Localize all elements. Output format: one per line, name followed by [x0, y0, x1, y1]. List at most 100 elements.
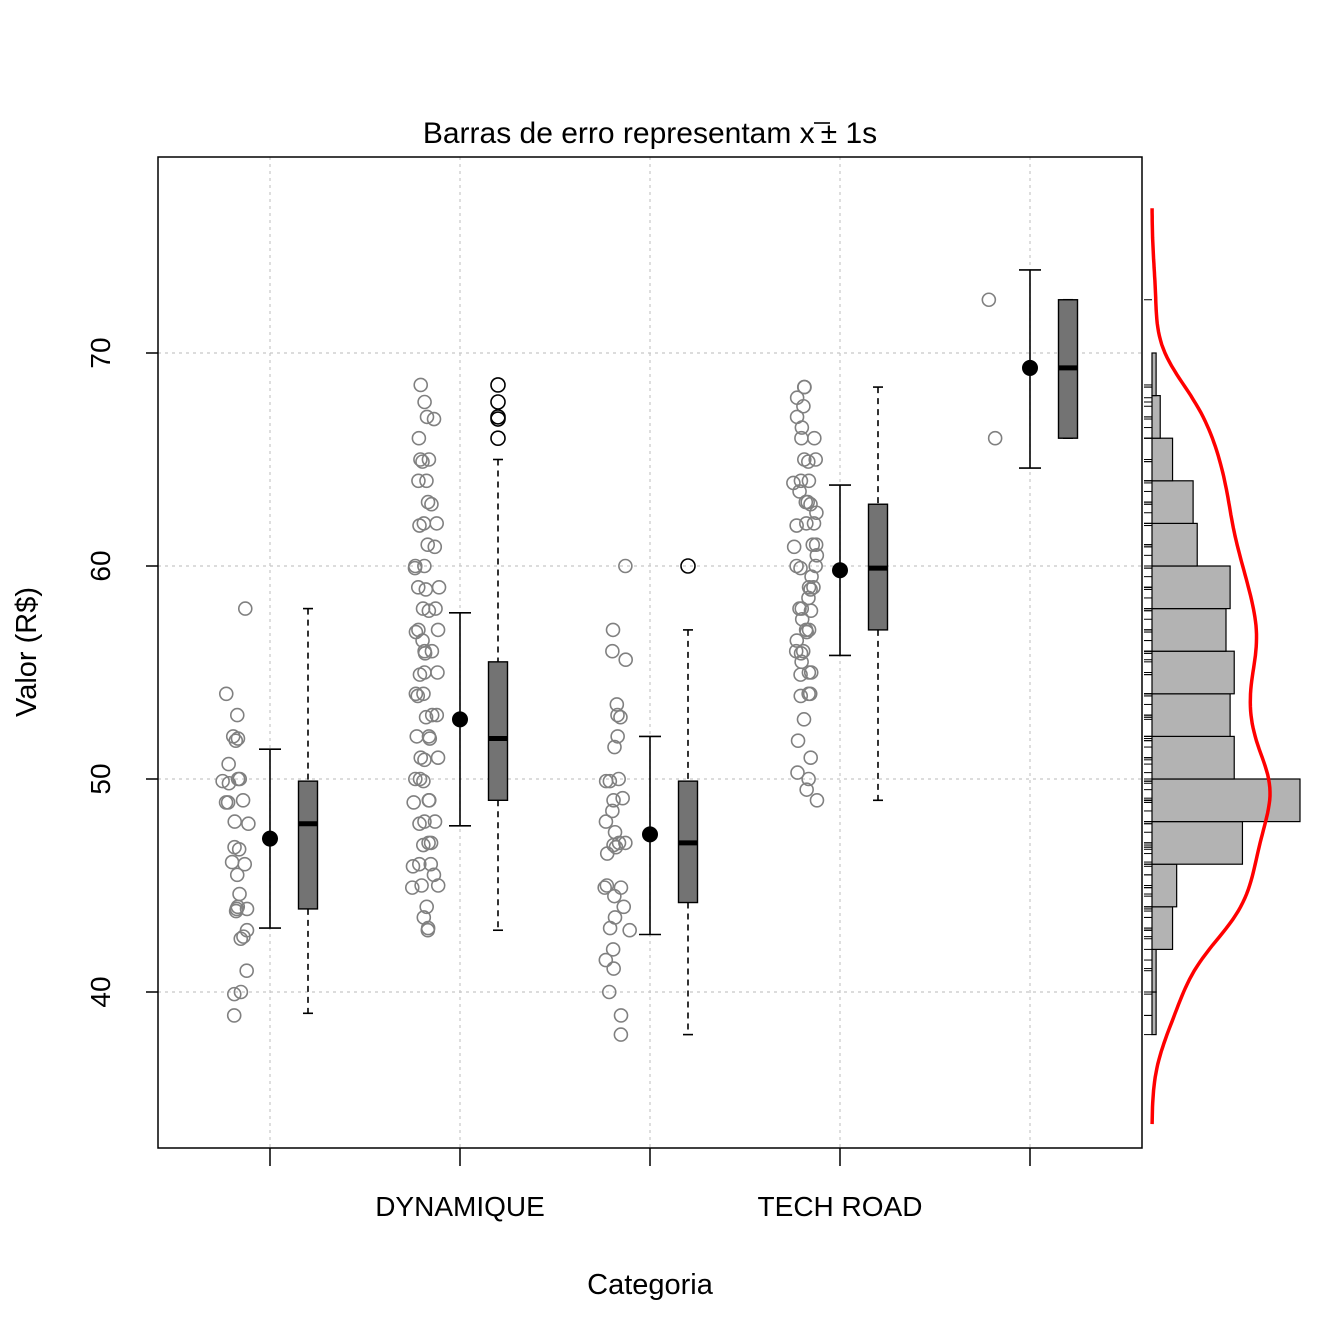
data-point — [421, 603, 437, 619]
category-group — [786, 379, 889, 808]
data-point — [418, 582, 434, 597]
mean-point — [452, 711, 468, 728]
data-point — [794, 420, 810, 435]
data-point — [408, 686, 424, 702]
outlier-point — [680, 558, 696, 574]
histogram-bar — [1151, 863, 1178, 908]
histogram-bar — [1151, 565, 1231, 610]
histogram-bar — [1151, 480, 1194, 524]
data-point — [789, 518, 804, 533]
data-point — [803, 582, 818, 597]
data-point — [231, 841, 247, 857]
data-point — [406, 795, 421, 810]
chart-title-suffix: ± 1s — [821, 117, 877, 150]
data-point — [613, 1008, 629, 1023]
x-tick-label: TECH ROAD — [758, 1191, 923, 1222]
data-point — [408, 771, 423, 787]
mean-point — [262, 830, 278, 847]
x-axis: DYNAMIQUE TECH ROAD — [269, 1148, 1031, 1222]
data-point — [423, 835, 439, 851]
category-group — [597, 558, 699, 1042]
mean-point — [1022, 359, 1038, 376]
data-point — [799, 516, 814, 531]
svg-text:Barras de erro representam x±: Barras de erro representam x ± 1s — [423, 117, 877, 150]
data-point — [412, 816, 427, 832]
data-point — [610, 729, 625, 744]
histogram-bar — [1151, 607, 1227, 652]
data-point — [407, 560, 423, 576]
chart-title: Barras de erro representam x ± 1s — [423, 117, 877, 150]
data-point — [794, 430, 809, 446]
data-point — [601, 984, 617, 1000]
data-point — [599, 846, 615, 861]
data-point — [807, 430, 822, 446]
data-point — [226, 1008, 242, 1023]
data-point — [415, 837, 431, 853]
data-point — [221, 775, 237, 791]
data-point — [790, 765, 805, 780]
data-point — [233, 984, 249, 1000]
data-point — [793, 473, 809, 489]
histogram-bar — [1151, 395, 1161, 439]
data-point — [607, 888, 622, 904]
data-point — [423, 856, 439, 872]
data-point — [610, 707, 625, 723]
data-point — [605, 622, 621, 638]
data-point — [605, 803, 620, 819]
data-point — [416, 773, 431, 789]
data-point — [809, 548, 825, 563]
data-point — [409, 729, 425, 744]
data-point — [241, 816, 256, 832]
data-point — [797, 379, 812, 395]
data-point — [404, 880, 420, 895]
data-point — [606, 792, 621, 808]
data-point — [799, 782, 814, 797]
data-point — [218, 686, 234, 702]
grid — [158, 157, 1142, 1148]
data-point — [793, 688, 809, 704]
data-point — [417, 646, 433, 661]
data-point — [239, 901, 255, 917]
data-point — [410, 579, 426, 595]
histogram-bar — [1151, 778, 1301, 823]
data-point — [424, 707, 440, 723]
data-point — [422, 731, 438, 746]
histogram-bar — [1151, 352, 1157, 397]
data-point — [800, 494, 815, 510]
data-point — [618, 558, 633, 574]
rug-ticks — [1144, 299, 1152, 1036]
outlier-point — [490, 377, 506, 393]
data-point — [419, 899, 434, 915]
data-point — [229, 707, 245, 723]
histogram-bar — [1151, 437, 1174, 482]
data-point — [218, 795, 234, 810]
category-group — [215, 601, 319, 1023]
data-point — [808, 452, 824, 467]
side-histogram — [1151, 352, 1301, 1036]
data-point — [419, 473, 434, 489]
box — [297, 780, 319, 910]
data-point — [417, 752, 432, 768]
data-point — [597, 880, 612, 895]
data-point — [420, 922, 436, 938]
data-point — [803, 665, 819, 680]
data-point — [431, 579, 447, 595]
histogram-bar — [1151, 735, 1235, 780]
data-point — [426, 411, 442, 427]
data-point — [808, 537, 824, 553]
histogram-bar — [1151, 693, 1231, 737]
chart-title-prefix: Barras de erro representam — [423, 117, 800, 150]
data-point — [605, 643, 620, 659]
data-point — [602, 773, 618, 789]
chart-title-symbol: x — [800, 117, 815, 150]
data-point — [414, 878, 429, 893]
data-point — [239, 963, 254, 979]
data-point — [228, 903, 244, 919]
data-point — [421, 792, 437, 808]
data-point — [793, 667, 808, 682]
data-point — [613, 1027, 629, 1042]
data-point — [413, 377, 429, 393]
data-point — [429, 516, 444, 531]
data-point — [224, 854, 240, 870]
